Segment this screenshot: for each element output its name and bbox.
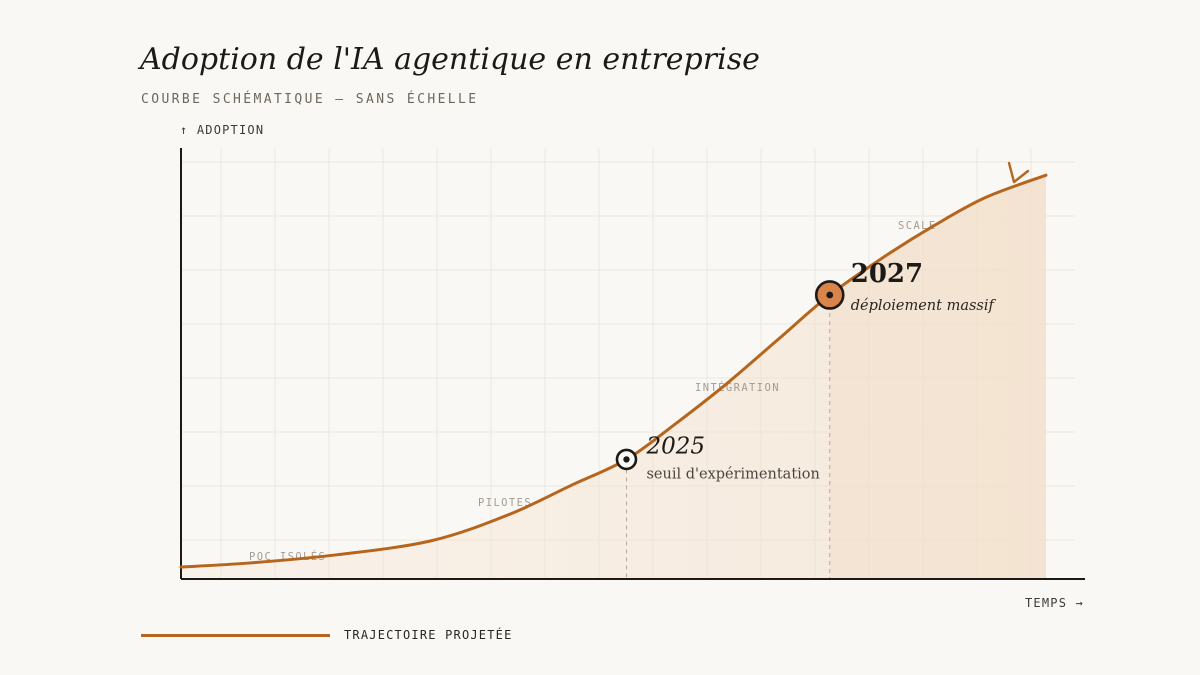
marker-2027-dot [826,291,834,299]
x-axis-label: TEMPS → [1025,596,1084,610]
phase-label: POC ISOLÉS [249,550,326,563]
legend: TRAJECTOIRE PROJETÉE [141,627,513,643]
markers: 2025 seuil d'expérimentation 2027 déploieme… [615,259,997,482]
phase-label: PILOTES [478,497,532,509]
annotation-year: 2027 [851,259,923,289]
area-fills [181,175,1046,578]
annotation-year: 2025 [645,433,705,459]
area-fill-deployment [829,175,1046,578]
legend-label: TRAJECTOIRE PROJETÉE [344,628,513,642]
curve-arrowhead [1007,161,1030,184]
series-line [179,173,1048,569]
curve [179,161,1048,569]
chart-subtitle: COURBE SCHÉMATIQUE — SANS ÉCHELLE [141,92,479,107]
y-axis-label: ↑ ADOPTION [180,123,265,137]
annotation-label: seuil d'expérimentation [646,466,819,482]
marker-2025-dot [623,456,630,463]
axes [180,148,1085,580]
guide-lines [625,304,831,579]
annotation-label: déploiement massif [851,298,997,314]
legend-swatch [141,633,330,637]
phase-label: INTÉGRATION [695,381,780,394]
chart-title: Adoption de l'IA agentique en entreprise [140,42,760,77]
